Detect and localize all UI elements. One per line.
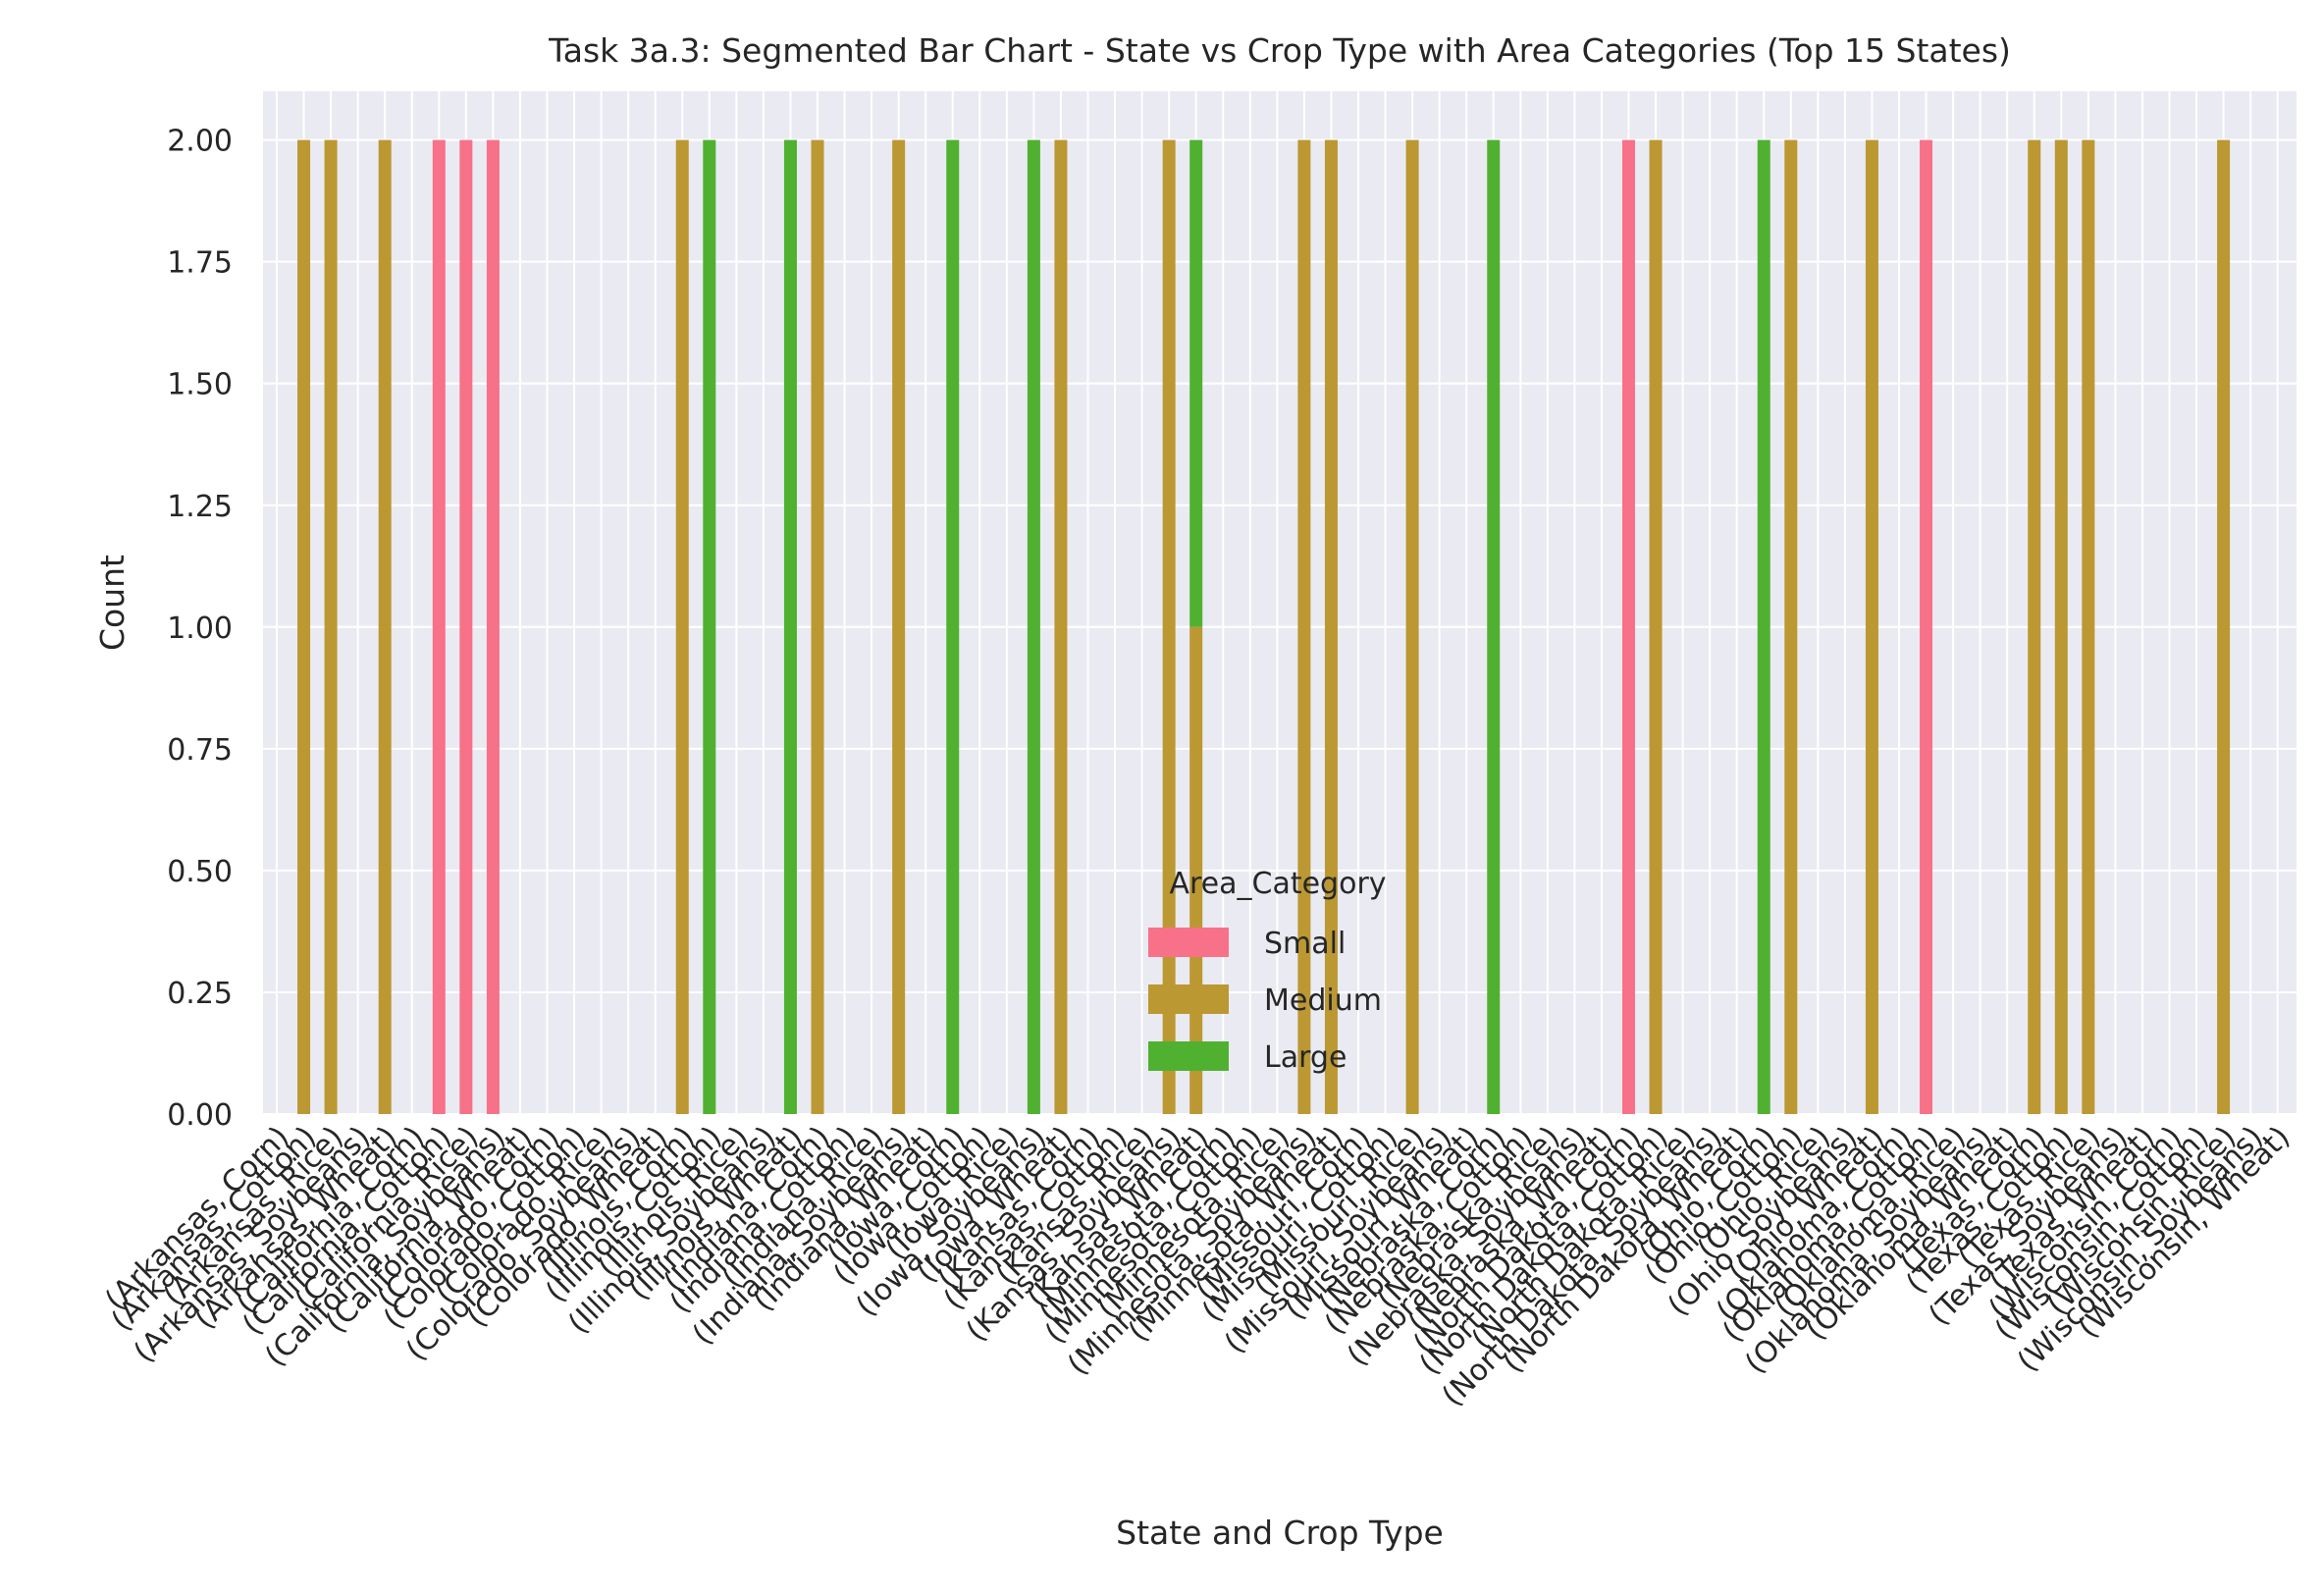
legend: Area_Category Small Medium Large (1148, 867, 1387, 1075)
bar-segment-medium (378, 139, 392, 1115)
bar-segment-small (1622, 139, 1635, 1115)
y-axis-ticks: 0.00 0.25 0.50 0.75 1.00 1.25 1.50 1.75 2.00 (167, 125, 233, 1133)
bars (297, 139, 2231, 1115)
bar-segment-large (946, 139, 960, 1115)
legend-title: Area_Category (1169, 867, 1386, 901)
y-tick-label: 1.00 (167, 611, 233, 646)
bar-segment-medium (1649, 139, 1663, 1115)
y-tick-label: 1.25 (167, 490, 233, 524)
bar-segment-small (432, 139, 446, 1115)
bar-segment-medium (1162, 139, 1176, 1115)
bar-segment-medium (1324, 139, 1338, 1115)
legend-items: Small Medium Large (1148, 927, 1382, 1075)
y-axis-label: Count (93, 555, 132, 651)
bar-segment-medium (892, 139, 906, 1115)
bar-segment-large (1757, 139, 1770, 1115)
bar-segment-medium (675, 139, 689, 1115)
bar-segment-large (1487, 139, 1501, 1115)
bar-segment-small (486, 139, 500, 1115)
bar-segment-medium (1297, 139, 1311, 1115)
legend-swatch-medium (1148, 984, 1229, 1014)
y-tick-label: 1.50 (167, 368, 233, 402)
bar-segment-medium (297, 139, 311, 1115)
bar-segment-medium (1054, 139, 1068, 1115)
bar-segment-medium (2082, 139, 2095, 1115)
bar-segment-medium (324, 139, 338, 1115)
bar-segment-small (459, 139, 473, 1115)
bar-segment-large (703, 139, 716, 1115)
bar-segment-small (1920, 139, 1933, 1115)
y-tick-label: 2.00 (167, 125, 233, 159)
y-tick-label: 0.75 (167, 733, 233, 768)
y-tick-label: 0.00 (167, 1098, 233, 1133)
bar-segment-medium (1865, 139, 1878, 1115)
legend-swatch-large (1148, 1041, 1229, 1071)
legend-label-large: Large (1264, 1040, 1347, 1075)
legend-label-medium: Medium (1264, 984, 1382, 1018)
legend-label-small: Small (1264, 927, 1346, 961)
bar-segment-medium (1784, 139, 1798, 1115)
chart-title: Task 3a.3: Segmented Bar Chart - State v… (548, 31, 2011, 70)
y-tick-label: 0.50 (167, 855, 233, 889)
y-tick-label: 0.25 (167, 977, 233, 1011)
bar-segment-medium (2054, 139, 2068, 1115)
legend-swatch-small (1148, 928, 1229, 957)
bar-segment-large (1189, 139, 1203, 627)
bar-segment-medium (2217, 139, 2231, 1115)
bar-segment-large (1027, 139, 1040, 1115)
x-axis-label: State and Crop Type (1116, 1514, 1444, 1552)
bar-segment-medium (1405, 139, 1419, 1115)
bar-segment-large (783, 139, 797, 1115)
bar-segment-medium (2028, 139, 2041, 1115)
bar-segment-medium (811, 139, 824, 1115)
y-tick-label: 1.75 (167, 246, 233, 281)
